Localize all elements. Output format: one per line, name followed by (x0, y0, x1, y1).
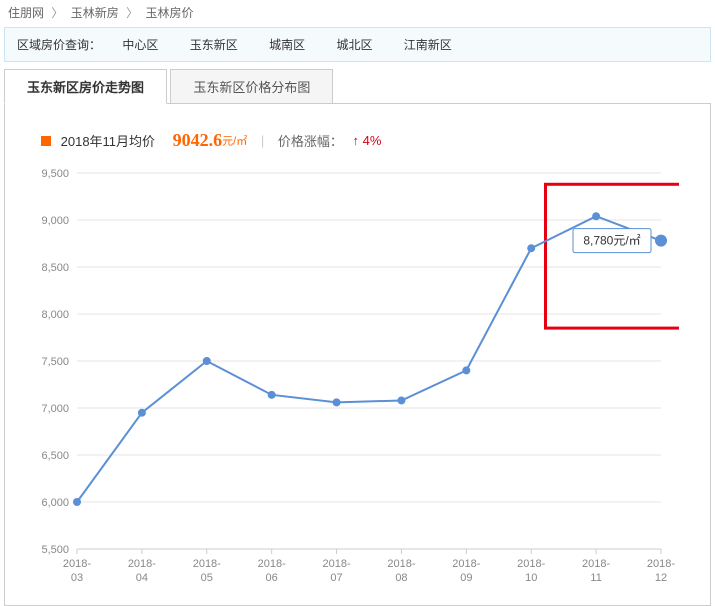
filter-item-jiangnan[interactable]: 江南新区 (404, 36, 452, 53)
svg-text:09: 09 (460, 572, 472, 584)
arrow-up-icon: ↑ (353, 133, 360, 148)
svg-text:2018-: 2018- (258, 558, 286, 570)
svg-text:2018-: 2018- (63, 558, 91, 570)
tab-trend[interactable]: 玉东新区房价走势图 (4, 69, 167, 104)
svg-text:2018-: 2018- (322, 558, 350, 570)
svg-text:2018-: 2018- (128, 558, 156, 570)
svg-text:2018-: 2018- (517, 558, 545, 570)
svg-text:7,500: 7,500 (41, 356, 69, 368)
tab-distribution[interactable]: 玉东新区价格分布图 (170, 69, 333, 103)
svg-text:8,500: 8,500 (41, 262, 69, 274)
svg-text:2018-: 2018- (193, 558, 221, 570)
filter-label: 区域房价查询： (17, 38, 101, 52)
avg-price-label: 2018年11月均价 (61, 134, 155, 149)
svg-text:2018-: 2018- (452, 558, 480, 570)
delta-label: 价格涨幅： (278, 134, 343, 149)
svg-text:2018-: 2018- (647, 558, 675, 570)
svg-text:6,500: 6,500 (41, 450, 69, 462)
filter-item-center[interactable]: 中心区 (122, 36, 158, 53)
svg-text:8,780元/㎡: 8,780元/㎡ (583, 234, 640, 248)
svg-text:9,000: 9,000 (41, 215, 69, 227)
crumb-current: 玉林房价 (145, 6, 193, 20)
delta-value: 4% (363, 133, 382, 148)
chart-area: 2018年11月均价 9042.6元/㎡ | 价格涨幅： ↑ 4% 5,500 6… (4, 104, 711, 606)
svg-text:2018-: 2018- (582, 558, 610, 570)
svg-text:03: 03 (71, 572, 83, 584)
divider: | (261, 133, 264, 148)
crumb-sep: 〉 (51, 6, 63, 20)
svg-text:9,500: 9,500 (41, 168, 69, 180)
svg-text:8,000: 8,000 (41, 309, 69, 321)
price-trend-chart: 5,500 6,000 6,500 7,000 7,500 8,000 8,500 9,000… (19, 165, 679, 595)
region-filter-bar: 区域房价查询： 中心区 玉东新区 城南区 城北区 江南新区 (4, 27, 711, 62)
svg-text:04: 04 (136, 572, 148, 584)
svg-text:11: 11 (590, 572, 601, 584)
breadcrumb: 住朋网 〉 玉林新房 〉 玉林房价 (0, 0, 715, 25)
legend-row: 2018年11月均价 9042.6元/㎡ | 价格涨幅： ↑ 4% (41, 130, 696, 151)
svg-text:12: 12 (655, 572, 667, 584)
svg-text:7,000: 7,000 (41, 403, 69, 415)
svg-text:08: 08 (395, 572, 407, 584)
avg-price-unit: 元/㎡ (222, 136, 247, 148)
svg-text:06: 06 (266, 572, 278, 584)
filter-item-yudong[interactable]: 玉东新区 (190, 36, 238, 53)
crumb-sep: 〉 (126, 6, 138, 20)
crumb-city[interactable]: 玉林新房 (71, 6, 119, 20)
svg-text:05: 05 (201, 572, 213, 584)
svg-text:6,000: 6,000 (41, 497, 69, 509)
filter-item-chengbei[interactable]: 城北区 (336, 36, 372, 53)
svg-text:5,500: 5,500 (41, 544, 69, 556)
legend-swatch-icon (41, 136, 51, 146)
avg-price-value: 9042.6 (173, 130, 223, 150)
svg-text:2018-: 2018- (387, 558, 415, 570)
tabs: 玉东新区房价走势图 玉东新区价格分布图 (4, 68, 711, 104)
svg-text:10: 10 (525, 572, 537, 584)
crumb-home[interactable]: 住朋网 (8, 6, 44, 20)
svg-text:07: 07 (330, 572, 342, 584)
filter-item-chengnan[interactable]: 城南区 (269, 36, 305, 53)
